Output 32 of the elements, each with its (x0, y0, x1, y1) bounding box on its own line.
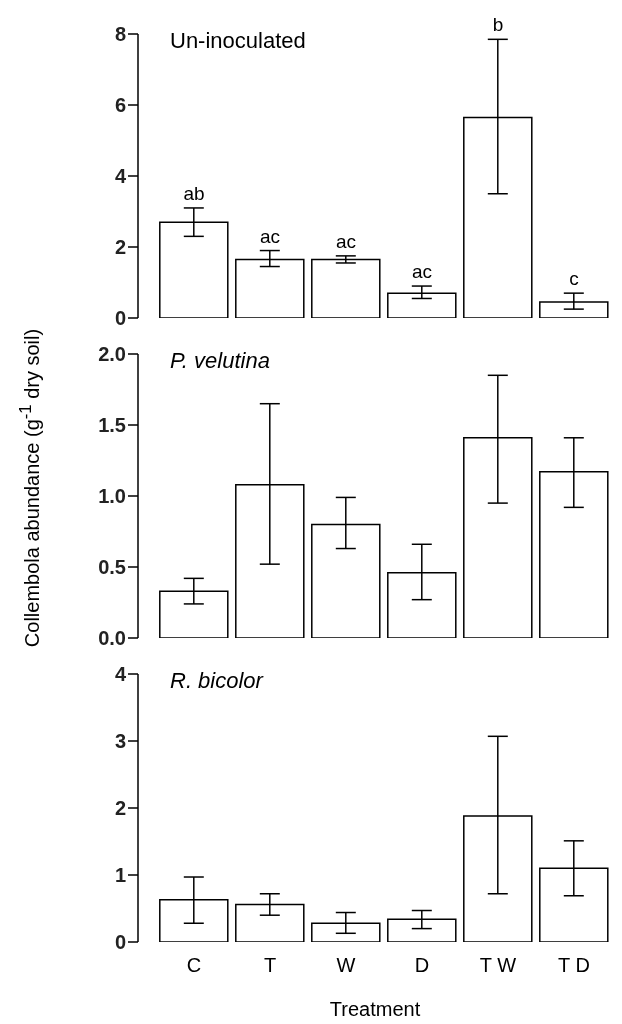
chart-title: R. bicolor (170, 668, 263, 694)
y-tick-label: 0 (114, 931, 126, 954)
x-axis-title: Treatment (329, 998, 421, 1020)
y-tick-label: 4 (114, 165, 127, 188)
y-tick-label: 1.0 (98, 485, 126, 508)
bar (311, 258, 381, 318)
y-tick-label: 3 (114, 730, 126, 753)
x-tick-label: T W (479, 954, 517, 977)
x-tick-label: T D (558, 954, 590, 977)
annotation: ac (335, 230, 357, 252)
y-tick-label: 0.0 (98, 627, 126, 650)
x-tick-label: T (263, 954, 277, 977)
annotation: c (569, 268, 579, 290)
y-tick-label: 1.5 (98, 414, 126, 437)
y-tick-label: 0.5 (98, 556, 126, 579)
annotation: b (492, 14, 504, 36)
annotation: ac (259, 225, 281, 247)
y-tick-label: 8 (114, 23, 126, 46)
x-tick-label: C (186, 954, 202, 977)
chart-title: Un-inoculated (170, 28, 306, 54)
y-tick-label: 0 (114, 307, 126, 330)
annotation: ab (183, 182, 205, 204)
x-tick-label: W (336, 954, 356, 977)
y-tick-label: 6 (114, 94, 126, 117)
y-tick-label: 2 (114, 236, 126, 259)
y-tick-label: 4 (114, 663, 127, 686)
y-tick-label: 1 (114, 864, 126, 887)
x-tick-label: D (414, 954, 430, 977)
y-tick-label: 2.0 (98, 343, 126, 366)
chart-title: P. velutina (170, 348, 270, 374)
annotation: ac (411, 261, 433, 283)
y-tick-label: 2 (114, 797, 126, 820)
